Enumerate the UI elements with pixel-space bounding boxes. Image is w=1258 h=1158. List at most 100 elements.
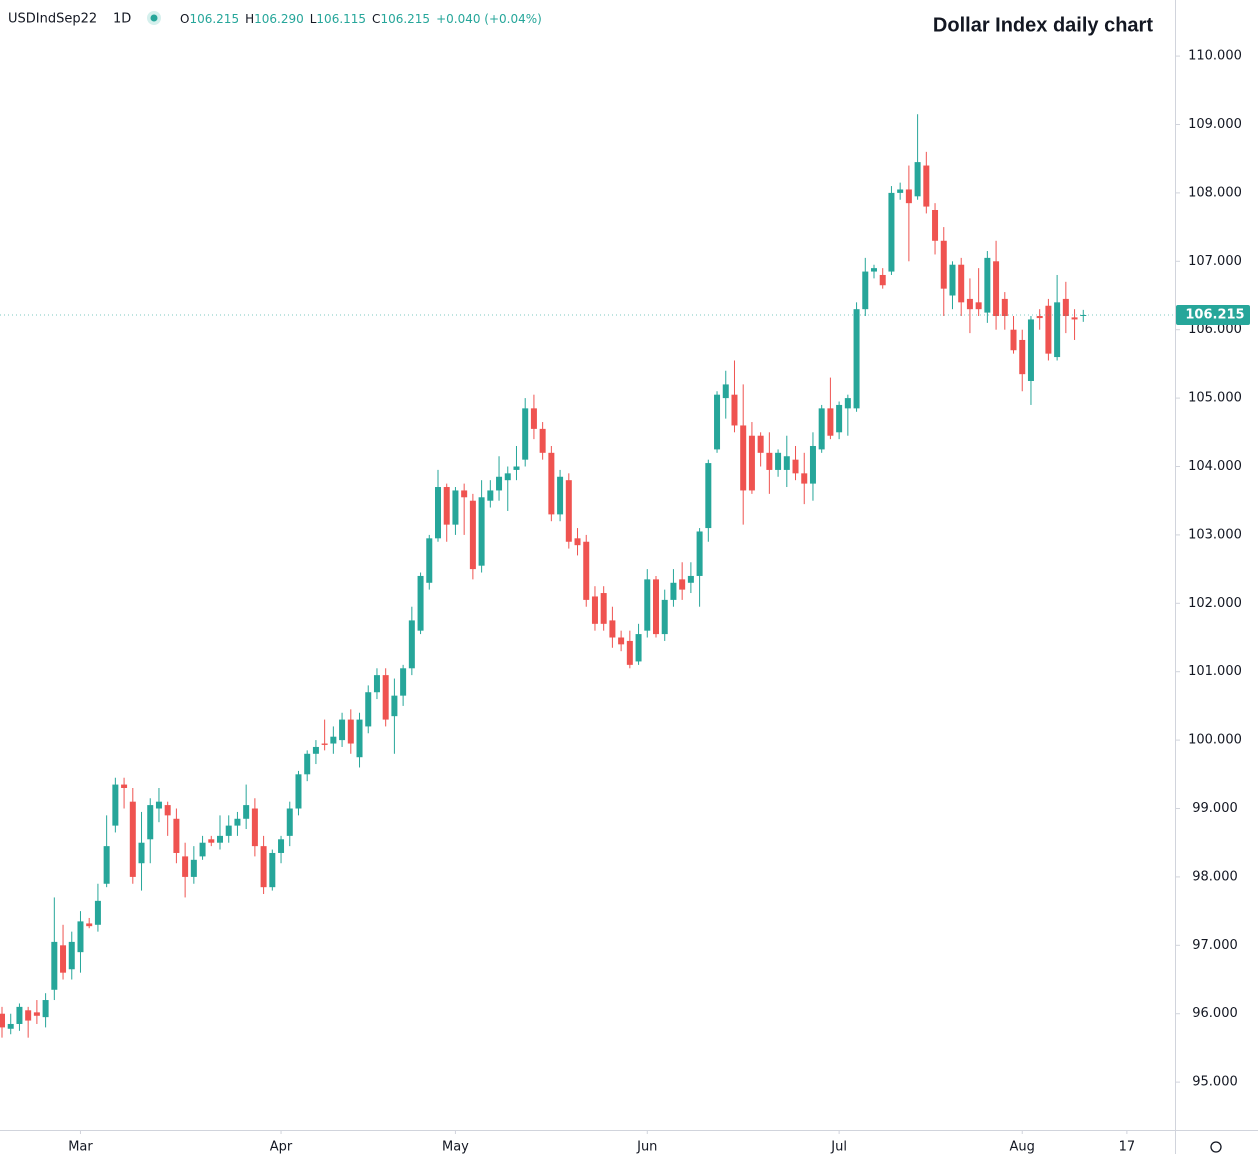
- x-tick-label: Jun: [636, 1140, 657, 1155]
- candle-body: [1045, 305, 1052, 354]
- candle-body: [984, 257, 991, 313]
- candle-body: [356, 719, 363, 758]
- quote-value: 106.290: [254, 12, 304, 26]
- quote-label: H: [245, 12, 254, 26]
- candle-body: [591, 596, 598, 624]
- candle-body: [1001, 298, 1008, 317]
- candle-body: [731, 394, 738, 426]
- candle-body: [513, 466, 520, 470]
- candle-body: [321, 743, 328, 745]
- candle-body: [975, 302, 982, 310]
- y-tick-label: 96.000: [1192, 1006, 1238, 1021]
- candle-body: [653, 579, 659, 635]
- y-tick-label: 104.000: [1188, 459, 1242, 474]
- candle-body: [234, 818, 241, 826]
- candle-body: [173, 818, 180, 853]
- candle-body: [164, 805, 171, 816]
- candle-body: [783, 456, 790, 470]
- candle-body: [993, 261, 1000, 317]
- candle-body: [217, 835, 223, 843]
- candle-body: [836, 404, 843, 433]
- candle-body: [714, 394, 721, 450]
- candle-body: [949, 264, 956, 296]
- candle-body: [496, 476, 503, 491]
- candle-body: [260, 846, 267, 888]
- x-tick-label: 17: [1119, 1140, 1136, 1155]
- candle-body: [391, 695, 398, 717]
- candle-body: [286, 808, 293, 836]
- candle-body: [208, 839, 215, 843]
- y-tick-label: 95.000: [1192, 1075, 1238, 1090]
- candle-body: [312, 746, 319, 754]
- candle-body: [661, 599, 668, 635]
- candle-body: [775, 452, 782, 470]
- last-price-box: [1176, 304, 1250, 325]
- candle-body: [121, 784, 128, 788]
- candle-body: [304, 753, 311, 775]
- candle-body: [914, 162, 921, 197]
- x-tick-label: May: [442, 1140, 469, 1155]
- symbol: USDIndSep22: [8, 12, 97, 27]
- x-tick-label: Apr: [270, 1140, 293, 1155]
- candle-body: [278, 839, 285, 853]
- candle-body: [382, 675, 389, 720]
- candle-body: [400, 668, 407, 696]
- candle-body: [862, 271, 869, 310]
- candle-body: [504, 473, 511, 481]
- y-tick-label: 110.000: [1188, 49, 1242, 64]
- candle-body: [722, 384, 729, 399]
- candle-body: [426, 538, 433, 583]
- candle-body: [339, 719, 346, 741]
- y-tick-label: 107.000: [1188, 254, 1242, 269]
- y-tick-label: 101.000: [1188, 664, 1242, 679]
- candle-body: [1080, 314, 1087, 316]
- candle-body: [478, 497, 485, 566]
- candle-body: [818, 408, 825, 450]
- candle-body: [1027, 319, 1034, 381]
- candle-body: [871, 268, 877, 272]
- x-tick-label: Aug: [1010, 1140, 1035, 1155]
- candle-body: [809, 445, 816, 484]
- quote-label: L: [310, 12, 317, 26]
- candle-body: [147, 805, 154, 840]
- settings-gear[interactable]: [1210, 1141, 1222, 1153]
- candle-body: [740, 425, 747, 491]
- candle-body: [365, 692, 372, 727]
- candle-body: [1062, 298, 1069, 317]
- candle-body: [417, 575, 424, 631]
- candle-body: [539, 428, 546, 453]
- candle-body: [443, 487, 450, 525]
- candle-body: [644, 579, 651, 631]
- y-tick-label: 105.000: [1188, 391, 1242, 406]
- candle-body: [940, 240, 947, 289]
- candle-body: [269, 852, 276, 888]
- candle-body: [522, 408, 529, 460]
- quote-value: 106.215: [189, 12, 239, 26]
- y-tick-label: 109.000: [1188, 117, 1242, 132]
- candle-body: [129, 801, 136, 877]
- candle-body: [373, 675, 380, 693]
- candle-body: [530, 408, 537, 429]
- candle-body: [199, 842, 206, 857]
- candle-body: [670, 582, 677, 600]
- candle-body: [635, 634, 642, 662]
- candle-body: [1054, 302, 1061, 358]
- y-tick-label: 99.000: [1192, 801, 1238, 816]
- y-tick-label: 108.000: [1188, 185, 1242, 200]
- y-tick-label: 102.000: [1188, 596, 1242, 611]
- status-dot: [150, 14, 158, 22]
- settings-icon[interactable]: [1210, 1141, 1222, 1153]
- candle-body: [766, 452, 773, 470]
- candle-body: [25, 1010, 32, 1021]
- candle-body: [757, 435, 764, 453]
- quote-change: +0.040 (+0.04%): [436, 12, 542, 26]
- candle-body: [182, 856, 189, 877]
- candle-body: [103, 846, 110, 884]
- y-tick-label: 106.000: [1188, 322, 1242, 337]
- x-tick-label: Mar: [68, 1140, 93, 1155]
- candle-body: [1071, 317, 1078, 320]
- candle-body: [7, 1023, 14, 1029]
- candle-body: [574, 538, 581, 546]
